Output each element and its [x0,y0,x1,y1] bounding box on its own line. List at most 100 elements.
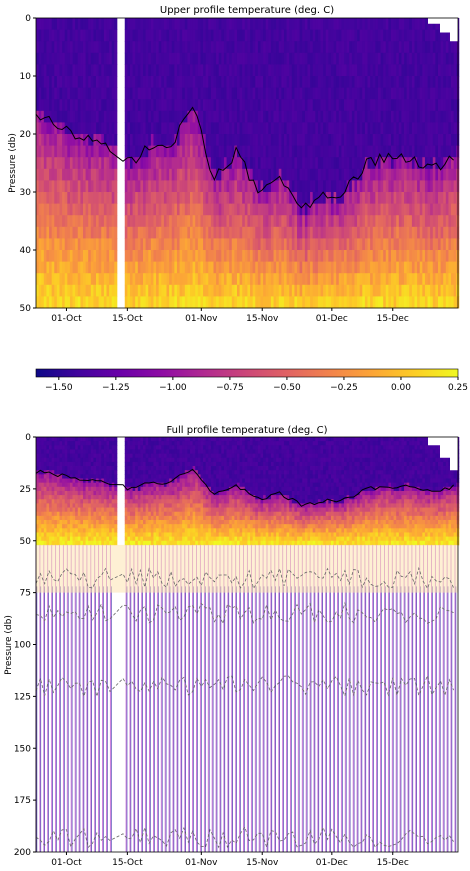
heatmap-cell [67,486,71,492]
heatmap-cell [156,157,160,170]
heatmap-cell [291,29,295,42]
heatmap-cell [49,168,53,181]
heatmap-cell [226,87,230,100]
heatmap-cell [184,284,188,297]
heatmap-cell [244,122,248,135]
heatmap-cell [315,157,319,170]
heatmap-cell [59,470,63,475]
heatmap-cell [82,449,86,454]
heatmap-cell [200,226,204,239]
heatmap-cell [62,41,66,54]
heatmap-cell [187,250,191,262]
heatmap-cell [443,99,447,112]
heatmap-cell [276,64,280,77]
heatmap-cell [223,29,227,42]
heatmap-cell [307,168,311,181]
heatmap-cell [64,511,68,517]
heatmap-cell [197,273,201,286]
heatmap-cell [187,192,191,204]
heatmap-cell [315,250,319,262]
heatmap-cell [242,64,246,77]
heatmap-cell [385,110,389,123]
heatmap-cell [77,457,81,463]
heatmap-cell [370,250,374,262]
heatmap-cell [283,192,287,204]
heatmap-cell [72,110,76,123]
heatmap-cell [406,215,410,228]
heatmap-cell [111,478,115,484]
heatmap-cell [82,250,86,262]
heatmap-cell [82,499,86,504]
heatmap-cell [90,461,94,467]
heatmap-cell [93,528,97,533]
heatmap-cell [396,41,400,54]
heatmap-cell [56,515,60,521]
heatmap-cell [257,215,261,228]
colorbar-tick-label: −1.50 [45,383,73,393]
heatmap-cell [137,180,141,193]
heatmap-cell [49,441,53,446]
heatmap-cell [205,296,209,309]
heatmap-column [106,437,110,546]
heatmap-cell [59,273,63,286]
heatmap-cell [127,180,131,193]
heatmap-cell [380,18,384,30]
heatmap-cell [56,461,60,467]
colorbar-ticks: −1.50 −1.25 −1.00 −0.75 −0.50 −0.25 0.00 0.25 [45,377,468,393]
heatmap-cell [406,180,410,193]
heatmap-cell [96,87,100,100]
heatmap-cell [192,99,196,112]
heatmap-cell [75,238,79,251]
heatmap-cell [195,284,199,297]
heatmap-cell [234,261,238,274]
heatmap-cell [409,52,413,65]
heatmap-cell [260,168,264,181]
heatmap-cell [72,18,76,30]
heatmap-cell [169,284,173,297]
heatmap-cell [445,284,449,297]
heatmap-cell [310,284,314,297]
heatmap-cell [234,238,238,251]
heatmap-cell [88,482,92,488]
heatmap-cell [250,215,254,228]
heatmap-cell [85,503,89,508]
heatmap-cell [135,296,139,309]
heatmap-cell [289,157,293,170]
heatmap-cell [129,157,133,170]
heatmap-cell [430,52,434,65]
heatmap-cell [385,157,389,170]
heatmap-cell [90,250,94,262]
heatmap-cell [223,87,227,100]
heatmap-cell [391,134,395,146]
heatmap-column [156,18,160,309]
heatmap-cell [231,122,235,135]
heatmap-cell [161,87,165,100]
heatmap-cell [302,99,306,112]
heatmap-cell [75,503,79,508]
heatmap-cell [234,76,238,88]
heatmap-cell [77,524,81,529]
heatmap-cell [98,215,102,228]
heatmap-cell [169,52,173,65]
heatmap-cell [276,134,280,146]
heatmap-cell [294,64,298,77]
heatmap-cell [260,18,264,30]
heatmap-cell [82,192,86,204]
heatmap-cell [67,470,71,475]
heatmap-cell [268,87,272,100]
heatmap-cell [315,238,319,251]
heatmap-cell [362,226,366,239]
heatmap-cell [328,52,332,65]
heatmap-cell [304,64,308,77]
heatmap-cell [317,145,321,158]
heatmap-cell [36,540,40,546]
heatmap-cell [135,168,139,181]
heatmap-cell [388,215,392,228]
heatmap-cell [375,168,379,181]
heatmap-cell [263,122,267,135]
heatmap-cell [354,157,358,170]
heatmap-cell [383,157,387,170]
heatmap-cell [96,499,100,504]
heatmap-cell [101,18,105,30]
heatmap-cell [51,495,55,500]
